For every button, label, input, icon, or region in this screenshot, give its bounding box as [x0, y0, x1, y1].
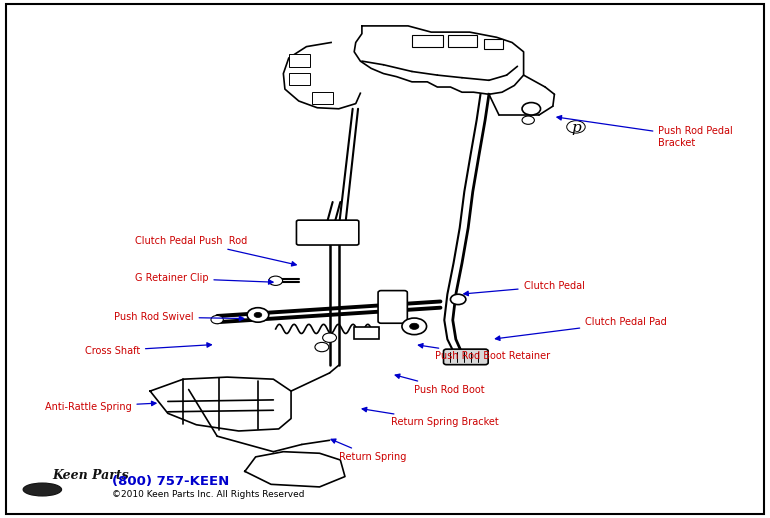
Circle shape	[211, 315, 223, 324]
Text: Anti-Rattle Spring: Anti-Rattle Spring	[45, 401, 156, 412]
Text: Push Rod Pedal
Bracket: Push Rod Pedal Bracket	[557, 116, 733, 148]
Text: Push Rod Boot Retainer: Push Rod Boot Retainer	[418, 343, 551, 362]
Text: Clutch Pedal Push  Rod: Clutch Pedal Push Rod	[135, 236, 296, 266]
Circle shape	[410, 323, 419, 329]
Text: Push Rod Boot: Push Rod Boot	[395, 374, 485, 395]
Text: ©2010 Keen Parts Inc. All Rights Reserved: ©2010 Keen Parts Inc. All Rights Reserve…	[112, 490, 304, 499]
Bar	[484, 39, 503, 49]
Bar	[448, 35, 477, 47]
Text: G Retainer Clip: G Retainer Clip	[135, 273, 273, 284]
Text: (800) 757-KEEN: (800) 757-KEEN	[112, 476, 229, 488]
FancyBboxPatch shape	[444, 349, 488, 365]
FancyBboxPatch shape	[378, 291, 407, 323]
Circle shape	[522, 103, 541, 115]
Circle shape	[247, 308, 269, 322]
Circle shape	[269, 276, 283, 285]
Circle shape	[315, 342, 329, 352]
Circle shape	[402, 318, 427, 335]
Circle shape	[450, 294, 466, 305]
Text: Keen Parts: Keen Parts	[52, 469, 129, 482]
Text: Cross Shaft: Cross Shaft	[85, 343, 212, 356]
Bar	[412, 35, 443, 47]
Text: Return Spring Bracket: Return Spring Bracket	[362, 407, 499, 427]
Circle shape	[522, 116, 534, 124]
Bar	[312, 92, 333, 104]
Text: p: p	[571, 121, 581, 136]
Bar	[354, 327, 379, 339]
Text: Return Spring: Return Spring	[331, 439, 407, 462]
Ellipse shape	[23, 483, 62, 496]
FancyBboxPatch shape	[296, 220, 359, 245]
Text: Push Rod Swivel: Push Rod Swivel	[114, 312, 244, 322]
Circle shape	[254, 312, 262, 318]
Text: Clutch Pedal: Clutch Pedal	[464, 281, 584, 296]
Bar	[289, 73, 310, 85]
Text: Clutch Pedal Pad: Clutch Pedal Pad	[495, 317, 667, 340]
Circle shape	[323, 333, 336, 342]
Bar	[289, 54, 310, 67]
